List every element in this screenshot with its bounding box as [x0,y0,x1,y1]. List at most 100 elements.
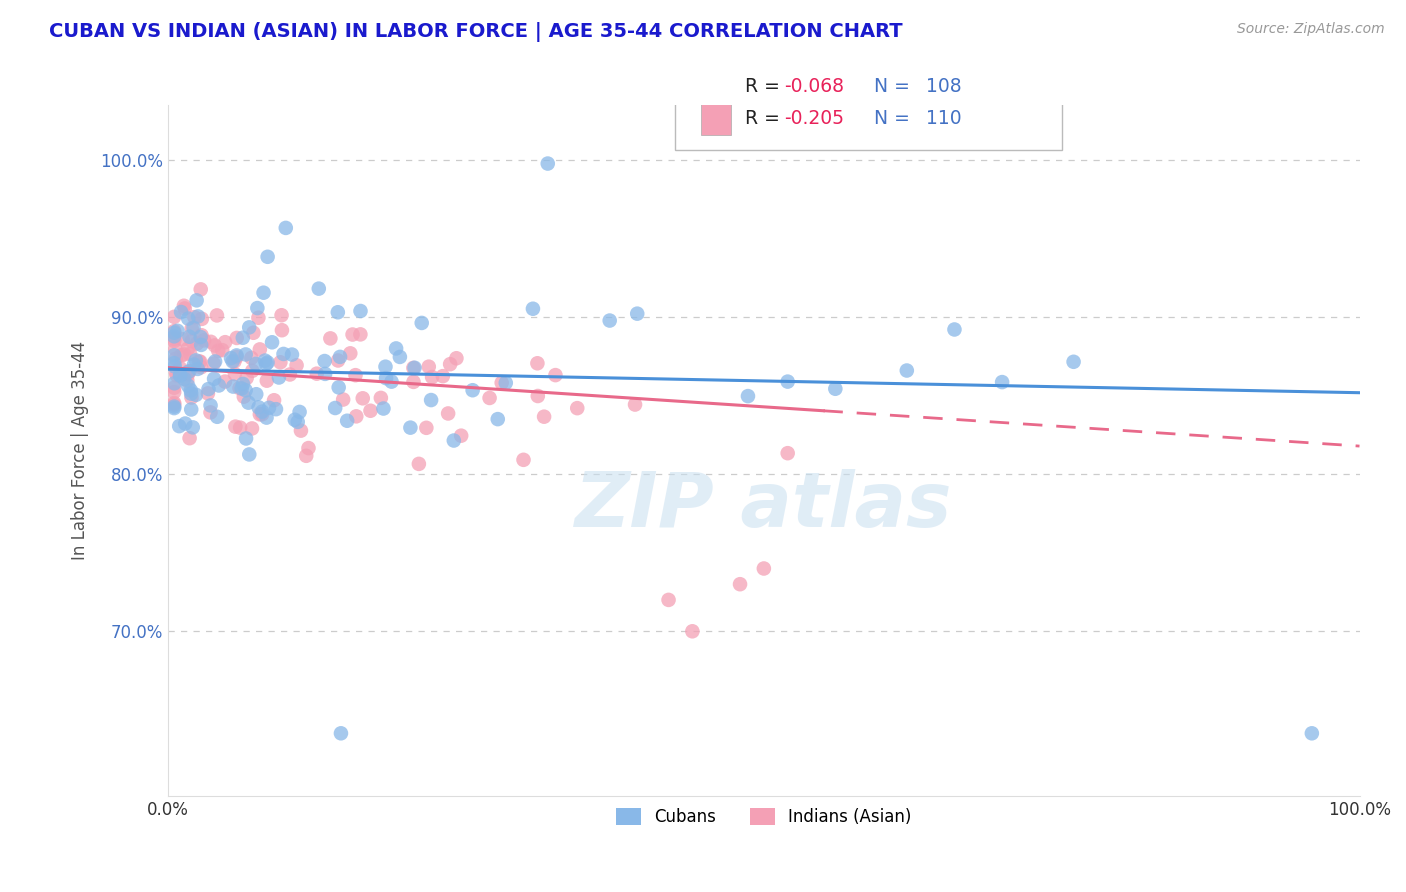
Point [308,282,330,296]
Point [163,324,186,338]
Point [681,624,703,639]
Point [163,326,186,340]
Point [567,401,589,416]
Point [242,326,264,340]
Point [319,331,342,345]
Point [256,410,278,425]
Point [174,417,197,431]
Point [247,401,270,415]
Point [658,593,681,607]
Point [180,386,202,401]
Point [271,323,294,337]
Point [274,221,297,235]
Point [179,431,201,445]
Point [225,331,247,345]
Point [173,301,195,316]
Point [190,282,212,296]
Point [187,362,209,376]
Point [408,457,430,471]
Point [776,446,799,460]
Point [200,334,222,349]
Point [163,359,186,374]
Point [222,379,245,393]
Text: 108: 108 [927,78,962,96]
Point [420,370,443,384]
Text: 110: 110 [927,109,962,128]
Point [163,400,186,414]
Point [288,405,311,419]
Point [225,348,247,362]
Point [163,381,186,395]
Point [163,396,186,410]
Point [329,726,352,740]
Point [165,342,187,356]
Point [267,370,290,384]
Point [186,293,208,308]
Point [512,453,534,467]
Point [249,343,271,357]
Point [240,351,263,365]
Point [163,398,186,412]
Point [177,379,200,393]
Point [163,376,186,391]
Point [522,301,544,316]
Point [228,381,250,395]
Point [478,391,501,405]
Text: R =: R = [745,109,786,128]
Point [180,334,202,348]
Point [486,412,509,426]
Point [188,354,211,368]
Point [270,308,292,322]
Point [190,338,212,352]
FancyBboxPatch shape [700,102,731,136]
Point [250,407,273,421]
Point [183,310,205,325]
Point [328,380,350,394]
Point [181,420,204,434]
Point [163,356,186,370]
Point [491,376,513,390]
Point [252,285,274,300]
Point [232,376,254,391]
Point [197,382,219,396]
Point [404,360,426,375]
Point [221,354,243,368]
Point [219,351,242,365]
Text: R =: R = [745,78,786,96]
Point [232,331,254,345]
Point [176,373,198,387]
Point [184,353,207,368]
Point [388,350,411,364]
Point [332,392,354,407]
Point [245,357,267,371]
Point [776,375,799,389]
Point [235,384,257,398]
FancyBboxPatch shape [700,70,731,103]
Point [537,156,560,170]
Point [240,364,263,378]
Point [173,299,195,313]
Point [1063,355,1085,369]
Point [224,419,246,434]
Point [411,316,433,330]
Text: Source: ZipAtlas.com: Source: ZipAtlas.com [1237,22,1385,37]
Point [180,321,202,335]
Y-axis label: In Labor Force | Age 35-44: In Labor Force | Age 35-44 [72,342,89,560]
Point [402,375,425,389]
Point [200,405,222,419]
Point [169,368,191,382]
Point [235,347,257,361]
Point [329,350,352,364]
Point [737,389,759,403]
Point [943,322,966,336]
Point [599,313,621,327]
Point [169,361,191,376]
Point [193,334,215,348]
Point [197,386,219,401]
Point [173,347,195,361]
Point [314,367,336,381]
Point [205,409,228,424]
Point [246,301,269,315]
Point [752,561,775,575]
Point [349,327,371,342]
